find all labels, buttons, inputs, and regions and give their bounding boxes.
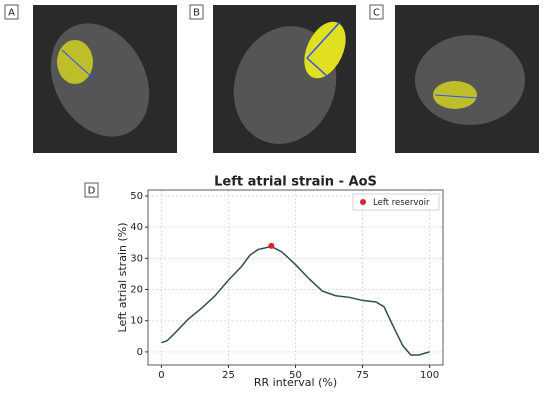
y-tick-label: 50 <box>130 191 143 202</box>
x-tick-label: 50 <box>289 370 302 381</box>
y-axis-label: Left atrial strain (%) <box>116 223 129 333</box>
panel-label-box <box>84 182 99 198</box>
y-tick-label: 30 <box>130 253 143 264</box>
x-tick-label: 0 <box>158 370 164 381</box>
legend-marker <box>360 199 366 205</box>
mri-panel-c <box>395 5 539 153</box>
panel-label-box <box>4 4 19 20</box>
legend-label: Left reservoir <box>373 198 430 208</box>
y-tick-label: 0 <box>137 347 143 358</box>
y-tick-label: 20 <box>130 285 143 296</box>
y-tick-label: 40 <box>130 222 143 233</box>
data-line <box>161 245 430 356</box>
x-tick-label: 100 <box>420 370 439 381</box>
x-axis-label: RR interval (%) <box>254 376 337 389</box>
panel-label: D <box>88 186 96 197</box>
mri-panel-b <box>213 5 356 153</box>
panel-label: A <box>8 8 15 19</box>
x-tick-label: 25 <box>222 370 235 381</box>
data-point <box>268 242 275 249</box>
x-tick-label: 75 <box>356 370 369 381</box>
panel-label-box <box>369 4 384 20</box>
chart-title: Left atrial strain - AoS <box>214 175 377 190</box>
plot-frame <box>147 189 444 366</box>
panel-label: B <box>193 8 200 19</box>
y-tick-label: 10 <box>130 316 143 327</box>
mri-panel-a <box>33 5 177 153</box>
legend-box <box>352 193 440 211</box>
panel-label-box <box>189 4 204 20</box>
panel-label: C <box>373 8 380 19</box>
